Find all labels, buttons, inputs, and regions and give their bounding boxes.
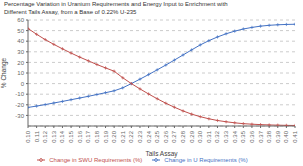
svg-text:0.25: 0.25 (154, 130, 160, 142)
svg-text:0.36: 0.36 (249, 130, 255, 142)
svg-text:0.14: 0.14 (59, 130, 65, 142)
svg-text:50: 50 (17, 28, 24, 34)
svg-text:% Change: % Change (8, 57, 9, 88)
svg-text:0.23: 0.23 (137, 130, 143, 142)
svg-text:0.24: 0.24 (146, 130, 152, 142)
svg-text:0.19: 0.19 (103, 130, 109, 142)
svg-text:0.33: 0.33 (223, 130, 229, 142)
svg-text:0.39: 0.39 (275, 130, 281, 142)
svg-text:0.34: 0.34 (232, 130, 238, 142)
svg-text:-10: -10 (15, 91, 24, 97)
svg-text:0.10: 0.10 (25, 130, 31, 142)
svg-text:0.37: 0.37 (258, 130, 264, 142)
svg-text:10: 10 (17, 70, 24, 76)
svg-text:0.11: 0.11 (34, 130, 40, 142)
html-text:Change in U Requirements (%): Change in U Requirements (%) (164, 157, 248, 163)
svg-text:0.40: 0.40 (283, 130, 289, 142)
svg-text:0.20: 0.20 (111, 130, 117, 142)
svg-text:30: 30 (17, 49, 24, 55)
svg-text:0: 0 (21, 81, 25, 87)
svg-text:0.32: 0.32 (214, 130, 220, 142)
svg-text:0.18: 0.18 (94, 130, 100, 142)
html-text:Change in SWU Requirements (%): Change in SWU Requirements (%) (49, 157, 143, 163)
svg-text:0.26: 0.26 (163, 130, 169, 142)
svg-text:-30: -30 (15, 113, 24, 119)
svg-text:0.28: 0.28 (180, 130, 186, 142)
svg-text:Tails Assay: Tails Assay (145, 150, 178, 158)
svg-text:-20: -20 (15, 102, 24, 108)
svg-text:40: 40 (17, 38, 24, 44)
svg-text:0.31: 0.31 (206, 130, 212, 142)
svg-text:0.35: 0.35 (240, 130, 246, 142)
svg-text:0.22: 0.22 (128, 130, 134, 142)
svg-text:0.16: 0.16 (77, 130, 83, 142)
svg-text:0.29: 0.29 (189, 130, 195, 142)
svg-text:60: 60 (17, 17, 24, 23)
svg-text:0.15: 0.15 (68, 130, 74, 142)
svg-text:0.12: 0.12 (42, 130, 48, 142)
html-text:Percentage Variation in Uraniu: Percentage Variation in Uranium Requirem… (4, 1, 228, 15)
svg-text:0.13: 0.13 (51, 130, 57, 142)
svg-text:0.17: 0.17 (85, 130, 91, 142)
svg-text:20: 20 (17, 60, 24, 66)
svg-text:0.30: 0.30 (197, 130, 203, 142)
svg-text:0.21: 0.21 (120, 130, 126, 142)
svg-text:0.41: 0.41 (292, 130, 295, 142)
svg-text:0.27: 0.27 (171, 130, 177, 142)
svg-text:0.38: 0.38 (266, 130, 272, 142)
